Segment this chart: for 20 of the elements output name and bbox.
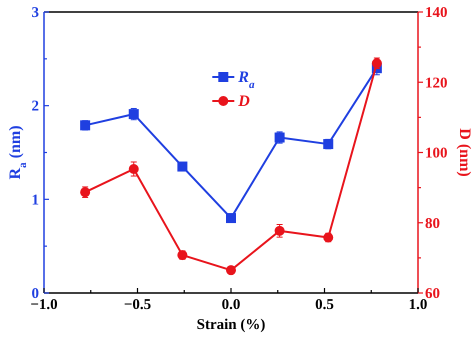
point xyxy=(128,164,139,174)
y2-tick-label: 140 xyxy=(425,5,448,21)
y-tick-label: 1 xyxy=(32,192,39,208)
y2-tick-label: 100 xyxy=(425,146,448,162)
point xyxy=(226,213,236,224)
x-tick-label: −0.5 xyxy=(124,297,152,313)
x-tick-label: 1.0 xyxy=(408,297,428,313)
legend-label: D xyxy=(237,93,250,110)
x-axis-title: Strain (%) xyxy=(196,317,266,333)
y2-tick-label: 120 xyxy=(425,75,448,92)
point xyxy=(177,162,188,172)
legend-label: R$_{a}$ xyxy=(237,69,255,91)
point xyxy=(226,265,236,276)
y2-axis-title: D (nm) xyxy=(456,128,473,177)
y2-tick-label: 80 xyxy=(425,216,440,232)
y2-tick-label: 60 xyxy=(425,286,440,302)
y-tick-label: 3 xyxy=(32,5,39,21)
x-tick-label: 0.5 xyxy=(315,297,334,313)
y-tick-label: 2 xyxy=(32,98,39,115)
x-tick-label: 0.0 xyxy=(222,297,240,313)
